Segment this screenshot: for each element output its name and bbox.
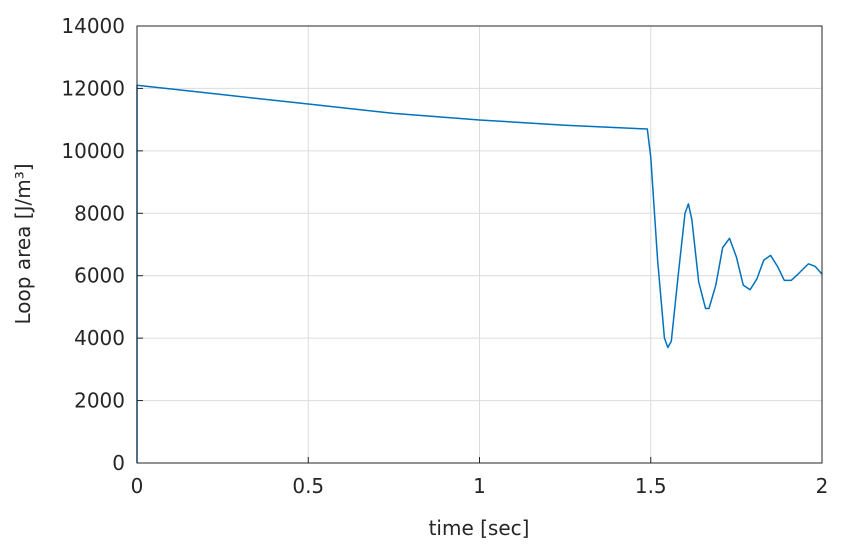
data-line bbox=[136, 84, 823, 463]
plot bbox=[136, 84, 823, 463]
y-tick-label: 0 bbox=[112, 451, 125, 475]
x-axis-label: time [sec] bbox=[429, 516, 530, 540]
y-tick-label: 12000 bbox=[61, 76, 125, 100]
x-tick-label: 2 bbox=[816, 474, 829, 498]
y-axis-label: Loop area [J/m³] bbox=[11, 163, 35, 324]
y-tick-label: 6000 bbox=[74, 264, 125, 288]
y-tick-label: 4000 bbox=[74, 326, 125, 350]
y-tick-label: 2000 bbox=[74, 389, 125, 413]
y-tick-label: 8000 bbox=[74, 201, 125, 225]
x-tick-label: 1 bbox=[473, 474, 486, 498]
labels: 0 2000 4000 6000 8000 10000 12000 14000 0 0.5 1 1.5… bbox=[61, 14, 828, 498]
y-tick-label: 14000 bbox=[61, 14, 125, 38]
y-tick-label: 10000 bbox=[61, 139, 125, 163]
x-tick-label: 0.5 bbox=[292, 474, 324, 498]
x-tick-label: 1.5 bbox=[635, 474, 667, 498]
x-tick-label: 0 bbox=[131, 474, 144, 498]
